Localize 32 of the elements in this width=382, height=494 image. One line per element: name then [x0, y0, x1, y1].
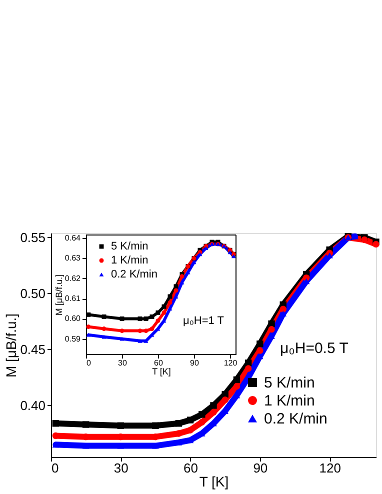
y-tick-label: 0.40	[20, 398, 46, 413]
y-tick-label: 0.59	[64, 334, 82, 344]
y-axis-title: M [μB/f.u.]	[54, 274, 64, 316]
y-axis-title: M [μB/f.u.]	[3, 313, 20, 378]
y-tick-label: 0.50	[20, 286, 46, 301]
annotation: μ₀H=0.5 T	[280, 340, 348, 357]
y-tick-label: 0.60	[64, 314, 82, 324]
legend-label: 5 K/min	[111, 240, 148, 252]
x-tick-label: 60	[184, 460, 198, 476]
y-tick-label: 0.63	[64, 254, 82, 263]
y-tick-label: 0.61	[64, 294, 82, 304]
legend-label: 0.2 K/min	[111, 268, 158, 280]
legend-label: 1 K/min	[111, 254, 148, 266]
x-tick-label: 90	[253, 460, 268, 476]
x-tick-label: 0	[52, 460, 59, 476]
y-tick-label: 0.64	[64, 234, 82, 243]
x-tick-label: 0	[86, 358, 92, 368]
legend-label: 0.2 K/min	[264, 410, 328, 428]
x-tick-label: 90	[190, 358, 200, 368]
x-tick-label: 120	[319, 460, 341, 476]
legend-label: 5 K/min	[264, 374, 315, 392]
y-tick-label: 0.55	[20, 230, 46, 245]
annotation: μ₀H=1 T	[183, 315, 224, 327]
x-axis-title: T [K]	[199, 474, 229, 490]
x-tick-label: 60	[154, 358, 164, 368]
x-tick-label: 120	[224, 358, 238, 368]
x-tick-label: 30	[118, 358, 128, 368]
y-tick-label: 0.62	[64, 274, 82, 283]
legend-label: 1 K/min	[264, 392, 315, 410]
x-tick-label: 30	[114, 460, 128, 476]
x-axis-title: T [K]	[152, 366, 171, 376]
y-tick-label: 0.45	[20, 342, 46, 357]
